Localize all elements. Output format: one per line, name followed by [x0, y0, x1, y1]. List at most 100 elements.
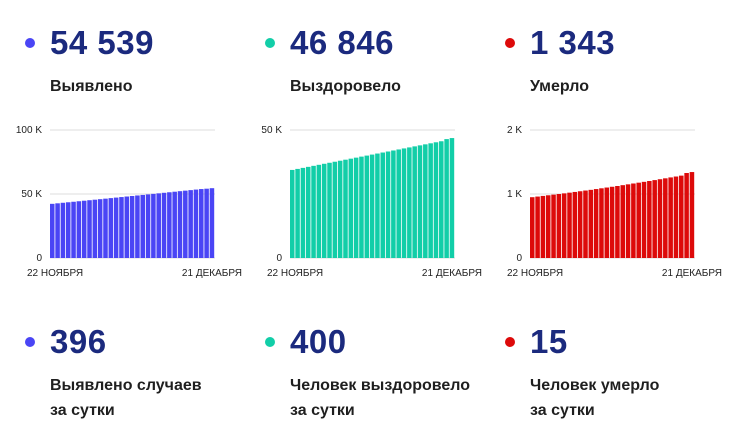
bar [385, 151, 391, 258]
bar [583, 190, 588, 258]
bar [577, 191, 583, 258]
detected-total: 54 539 [50, 24, 154, 61]
bar [641, 181, 647, 258]
bar [156, 193, 161, 258]
chart-died: 0 1 K 2 K 22 НОЯБРЯ 21 ДЕКАБРЯ [507, 125, 722, 279]
bar [423, 144, 428, 258]
x-start-label: 22 НОЯБРЯ [267, 268, 323, 279]
bar [167, 192, 172, 258]
bar [657, 179, 663, 258]
y-tick-label: 0 [36, 253, 42, 264]
red-dot-icon [505, 38, 515, 48]
y-tick-label: 100 K [16, 125, 42, 136]
bar [113, 197, 119, 258]
bar [129, 196, 135, 258]
bar [679, 175, 684, 258]
bar [391, 150, 396, 258]
bar [561, 193, 567, 258]
red-dot-icon [505, 337, 515, 347]
bar [556, 194, 562, 258]
bar [108, 198, 114, 258]
bar [663, 178, 668, 258]
bar [161, 192, 167, 258]
recovered-label: Выздоровело [290, 78, 401, 95]
daily-detected-line2: за сутки [50, 402, 115, 419]
chart-recovered: 0 50 K 22 НОЯБРЯ 21 ДЕКАБРЯ [261, 125, 482, 279]
bar [412, 146, 417, 258]
bar [530, 197, 535, 258]
detected-label: Выявлено [50, 78, 133, 95]
bar [439, 141, 444, 258]
bar [535, 196, 540, 258]
bar [183, 190, 188, 258]
bar [332, 161, 338, 258]
bar [151, 193, 156, 258]
bar [449, 138, 455, 258]
bar [668, 177, 673, 258]
bar [572, 191, 578, 258]
y-tick-label: 1 K [507, 189, 522, 200]
bar [407, 147, 412, 258]
bar [369, 154, 375, 258]
y-tick-label: 0 [516, 253, 522, 264]
bar [199, 189, 204, 258]
bar [444, 139, 449, 258]
y-tick-label: 0 [276, 253, 282, 264]
bar [551, 194, 556, 258]
green-dot-icon [265, 337, 275, 347]
bar [428, 143, 433, 258]
bar [417, 145, 423, 258]
bar [81, 200, 87, 258]
daily-died-line1: Человек умерло [530, 377, 660, 394]
bar [71, 201, 76, 258]
daily-detected-value: 396 [50, 323, 107, 360]
died-total: 1 343 [530, 24, 616, 61]
bar [76, 201, 82, 258]
green-dot-icon [265, 38, 275, 48]
x-end-label: 21 ДЕКАБРЯ [422, 268, 482, 279]
bar [316, 164, 322, 258]
bar [55, 203, 60, 258]
blue-dot-icon [25, 38, 35, 48]
bar [290, 169, 295, 258]
y-tick-label: 50 K [261, 125, 282, 136]
daily-recovered-line2: за сутки [290, 402, 355, 419]
bar [348, 158, 354, 258]
bar [609, 186, 615, 258]
bar [295, 168, 300, 258]
bar [364, 155, 370, 258]
bar [673, 176, 679, 258]
bar [124, 196, 130, 258]
bar [92, 199, 98, 258]
bar [380, 152, 385, 258]
y-tick-label: 2 K [507, 125, 522, 136]
bar [588, 189, 594, 258]
y-tick-label: 50 K [21, 189, 42, 200]
bar [193, 189, 199, 258]
bar [359, 156, 364, 258]
chart-detected: 0 50 K 100 K 22 НОЯБРЯ 21 ДЕКАБРЯ [16, 125, 242, 279]
bar [593, 189, 599, 258]
bar [375, 153, 380, 258]
bar [684, 173, 689, 258]
x-end-label: 21 ДЕКАБРЯ [182, 268, 242, 279]
daily-detected-line1: Выявлено случаев [50, 377, 202, 394]
bar [647, 181, 652, 258]
bar [135, 195, 140, 258]
bar [337, 160, 343, 258]
bar [540, 195, 546, 258]
x-start-label: 22 НОЯБРЯ [507, 268, 563, 279]
bar [204, 188, 209, 258]
bar [300, 167, 306, 258]
bar [305, 166, 311, 258]
bar [103, 198, 108, 258]
bar [321, 163, 327, 258]
bar [620, 185, 625, 258]
bar [599, 188, 604, 258]
bar [689, 172, 695, 258]
bar [604, 187, 610, 258]
bar [545, 195, 551, 258]
daily-recovered-value: 400 [290, 323, 347, 360]
bar [209, 188, 215, 258]
bar [652, 180, 657, 258]
